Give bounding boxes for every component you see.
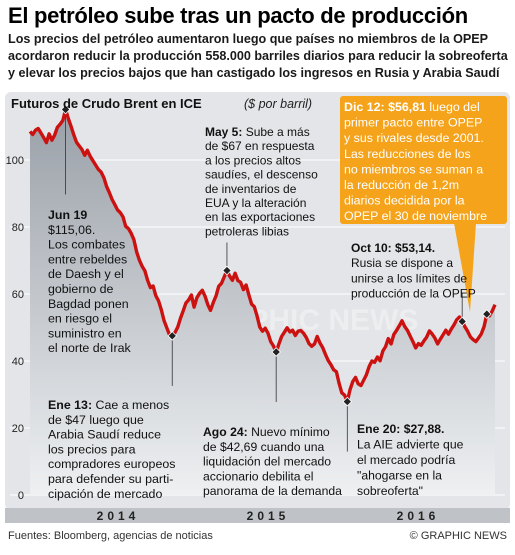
event-markers [60, 104, 492, 407]
annotation-line: sobreoferta" [357, 484, 423, 498]
annotation-line: unirse a los límites de [351, 271, 467, 285]
annotation-line: los precios para [48, 442, 136, 456]
headline: El petróleo sube tras un pacto de produc… [8, 3, 468, 28]
annotation-line: Rusia se dispone a [351, 256, 453, 270]
annotation-date: Dic 12: $56,81 [344, 100, 426, 114]
annotation-text: Jun 19 $115,06. Los combates entre rebeldes… [48, 208, 131, 355]
annotation-line: Bagdad ponen [48, 297, 129, 311]
annotation-line: a los precios altos [205, 153, 301, 167]
event-marker [342, 396, 353, 407]
y-tick-label-40: 40 [12, 356, 24, 368]
annotation-line: en riesgo el [48, 312, 112, 326]
annotation-line: producción de la OPEP [351, 287, 476, 301]
event-marker [481, 309, 492, 319]
annotation-line: panorama de la demanda [203, 484, 342, 498]
annotation-line: el norte de Irak [48, 341, 131, 355]
event-marker [167, 331, 178, 341]
annotation-text: Oct 10: $53,14. Rusia se dispone a unirse … [351, 241, 476, 301]
y-tick-label-100: 100 [6, 155, 24, 167]
annotation-line: de $47 luego que [48, 413, 144, 427]
annotation-text: Ene 13: Cae a menos de $47 luego que Arabi… [48, 398, 175, 501]
annotation-text: Dic 12: $56,81 luego del primer pacto ent… [344, 100, 487, 223]
subheadline-line-3: y elevar los precios bajos que han casti… [8, 66, 500, 80]
y-tick-label-20: 20 [12, 423, 24, 435]
subheadline: Los precios del petróleo aumentaron lueg… [8, 31, 508, 82]
annotation-line: Cae a menos [92, 398, 169, 412]
event-marker [222, 265, 232, 276]
annotation-text: Ene 20: $27,88. La AIE advierte que el mer… [357, 422, 464, 498]
event-marker [457, 316, 467, 327]
annotation-line: luego del [426, 100, 480, 114]
annotation-date: Jun 19 [48, 208, 87, 222]
year-band [5, 508, 510, 523]
callout-box [340, 96, 507, 224]
annotations: Jun 19 $115,06. Los combates entre rebeldes… [48, 100, 487, 501]
annotation-line: Los combates [48, 238, 125, 252]
annotation-line: diarios decidida por la [344, 194, 465, 208]
subheadline-line-1: Los precios del petróleo aumentaron lueg… [8, 32, 489, 46]
annotation-line: suministro en [48, 326, 122, 340]
annotation-line: compradores europeos [48, 457, 175, 471]
annotation-date: Ene 13: [48, 398, 92, 412]
y-tick-label-0: 0 [18, 490, 24, 502]
annotation-date: May 5: [205, 125, 242, 139]
annotation-line: el mercado podría [357, 453, 455, 467]
annotation-line: primer pacto entre OPEP [344, 116, 482, 130]
annotation-text: May 5: Sube a más de $67 en respuesta a lo… [205, 125, 318, 238]
annotation-line: La AIE advierte que [357, 438, 464, 452]
annotation-text: Ago 24: Nuevo mínimo de $42,69 cuando una… [203, 425, 342, 498]
annotation-line: de $42,69 cuando una [203, 440, 325, 454]
annotation-line: de inventarios de [205, 182, 297, 196]
annotation-line: EUA y la alteración [205, 196, 306, 210]
year-label-2014: 2014 [97, 509, 140, 523]
source-note: Fuentes: Bloomberg, agencias de noticias [8, 530, 213, 542]
credit: © GRAPHIC NEWS [409, 530, 507, 542]
annotation-line: "ahogarse en la [357, 469, 442, 483]
subheadline-line-2: acordaron reducir la producción 558.000 … [8, 49, 508, 63]
chart-unit-label: ($ por barril) [244, 97, 312, 111]
year-label-2016: 2016 [397, 509, 440, 523]
price-area [30, 109, 495, 495]
annotation-line: Las reducciones de los [344, 147, 471, 161]
chart-title: Futuros de Crudo Brent en ICE [11, 96, 202, 111]
annotation-line: para defender su parti- [48, 472, 173, 486]
annotation-line: OPEP el 30 de noviembre [344, 209, 487, 223]
y-tick-label-80: 80 [12, 222, 24, 234]
annotation-date: Ene 20: $27,88. [357, 422, 444, 436]
annotation-line: Sube a más [242, 125, 309, 139]
annotation-line: de $67 en respuesta [205, 139, 315, 153]
y-axis-labels: 0 20 40 60 80 100 [6, 155, 24, 502]
event-marker [271, 347, 281, 357]
annotation-line: Nuevo mínimo [248, 425, 330, 439]
annotation-line: gobierno de [48, 282, 114, 296]
price-line [28, 107, 497, 404]
annotation-line: cipación de mercado [48, 487, 162, 501]
annotation-line: no miembros se suman a [344, 162, 483, 176]
annotation-line: Arabia Saudí reduce [48, 428, 161, 442]
annotation-line: accionario debilita el [203, 469, 313, 483]
annotation-line: y sus rivales desde 2001. [344, 131, 484, 145]
annotation-line: liquidación del mercado [203, 455, 331, 469]
annotation-line: petroleras libias [205, 224, 289, 238]
annotation-line: entre rebeldes [48, 252, 127, 266]
annotation-date: Ago 24: [203, 425, 248, 439]
callout-pointer [454, 223, 476, 312]
annotation-date: Oct 10: $53,14. [351, 241, 435, 255]
annotation-line: de Daesh y el [48, 267, 124, 281]
year-label-2015: 2015 [247, 509, 290, 523]
y-tick-label-60: 60 [12, 289, 24, 301]
annotation-line: saudíes, el descenso [205, 168, 318, 182]
event-marker [60, 104, 71, 115]
annotation-line: $115,06. [48, 223, 95, 237]
annotation-line: en las exportaciones [205, 210, 315, 224]
annotation-line: la reducción de 1,2m [344, 178, 459, 192]
